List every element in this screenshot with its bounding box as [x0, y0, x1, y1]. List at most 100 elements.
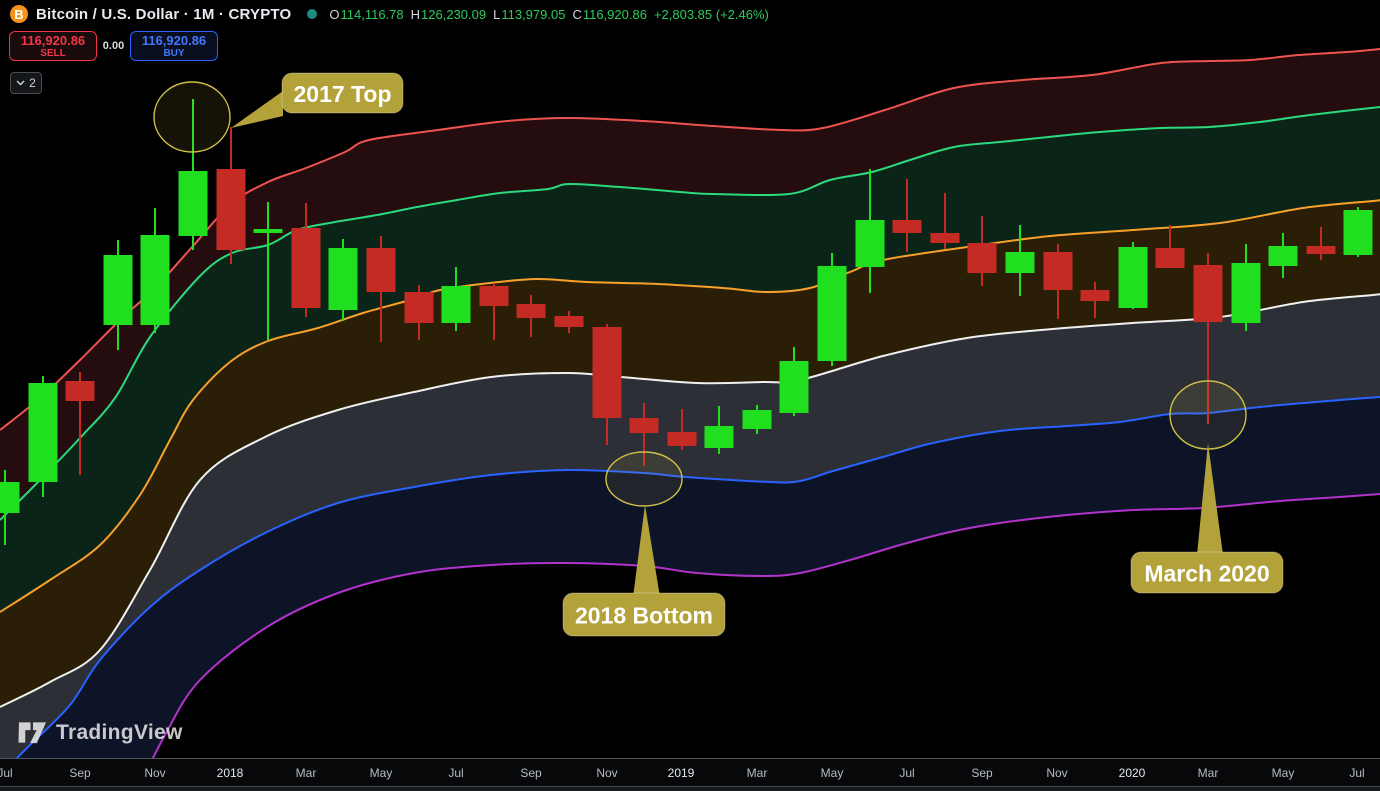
trade-panel: 116,920.86 SELL 0.00 116,920.86 BUY: [9, 31, 218, 61]
band-line-blue: [15, 396, 1380, 758]
candle-body-Aug-2019: [930, 233, 960, 243]
annotation-callout-tail: [633, 505, 660, 597]
candle-body-Oct-2019: [1005, 252, 1035, 273]
time-axis-label: 2018: [216, 766, 244, 780]
sell-label: SELL: [40, 47, 66, 59]
ohlc-values: O 114,116.78 H 126,230.09 L 113,979.05 C…: [329, 7, 769, 22]
candle-body-Jun-2020: [1306, 246, 1336, 254]
tradingview-logo-icon: [18, 722, 47, 744]
candle-body-Apr-2018: [328, 248, 358, 310]
fill-white-blue: [0, 294, 1380, 758]
buy-label: BUY: [163, 47, 185, 59]
candle-body-Jul-2017: [0, 482, 20, 513]
time-axis-label: Mar: [295, 766, 317, 780]
candle-body-Mar-2018: [291, 228, 321, 308]
low-label: L: [493, 6, 501, 22]
watermark-text: TradingView: [56, 721, 183, 744]
candle-body-Jul-2018: [441, 286, 471, 323]
spread-value: 0.00: [102, 40, 125, 52]
time-axis-label: Sep: [520, 766, 542, 780]
candle-body-Jul-2019: [892, 220, 922, 233]
candle-body-Aug-2017: [28, 383, 58, 482]
fill-red-green: [0, 49, 1380, 520]
candle-body-Nov-2018: [592, 327, 622, 418]
price-chart: 2017 Top 2018 Bottom March 2020: [0, 48, 1380, 758]
annotation-ellipse[interactable]: [605, 451, 683, 507]
candle-body-Jul-2020: [1343, 210, 1373, 255]
candle-body-May-2019: [817, 266, 847, 361]
candle-body-May-2018: [366, 248, 396, 292]
candle-body-Oct-2017: [103, 255, 133, 325]
time-axis-label: Jul: [899, 766, 915, 780]
candle-body-Sep-2017: [65, 381, 95, 401]
candle-body-Jun-2019: [855, 220, 885, 267]
market-status-icon: [307, 9, 318, 19]
candle-body-Sep-2019: [967, 243, 997, 273]
close-value: 116,920.86: [582, 6, 647, 22]
band-line-orange: [0, 199, 1380, 613]
time-axis-label: Mar: [1197, 766, 1219, 780]
fill-orange-white: [0, 200, 1380, 707]
candle-body-Mar-2020: [1193, 265, 1223, 322]
candle-body-Jun-2018: [404, 292, 434, 323]
candle-body-Mar-2019: [742, 410, 772, 429]
symbol-title[interactable]: Bitcoin / U.S. Dollar · 1M · CRYPTO: [36, 5, 292, 23]
time-axis-label: Mar: [746, 766, 768, 780]
close-label: C: [572, 6, 582, 22]
indicators-collapse-button[interactable]: 2: [10, 72, 42, 94]
time-axis-label: Nov: [144, 766, 166, 780]
band-line-green: [0, 106, 1380, 521]
time-axis-label: Nov: [1046, 766, 1068, 780]
band-line-red: [0, 48, 1380, 431]
annotation-ellipse[interactable]: [153, 81, 231, 153]
time-axis-label: Jul: [1349, 766, 1365, 780]
open-value: 114,116.78: [340, 6, 404, 22]
candle-body-Feb-2019: [704, 426, 734, 448]
annotation-ellipse[interactable]: [1169, 380, 1247, 450]
annotation-text: 2017 Top: [294, 81, 392, 107]
symbol-header: B Bitcoin / U.S. Dollar · 1M · CRYPTO O …: [10, 5, 769, 23]
time-axis-label: May: [820, 766, 844, 780]
candle-body-Apr-2019: [779, 361, 809, 413]
time-axis-label: Sep: [971, 766, 993, 780]
fill-green-orange: [0, 107, 1380, 612]
time-axis-label: Nov: [596, 766, 618, 780]
chevron-down-icon: [16, 80, 25, 86]
time-axis-label: 2019: [667, 766, 695, 780]
low-value: 113,979.05: [501, 6, 566, 22]
candle-body-May-2020: [1268, 246, 1298, 266]
sell-price: 116,920.86: [20, 32, 86, 48]
sell-button[interactable]: 116,920.86 SELL: [9, 31, 97, 61]
time-axis-label: May: [1271, 766, 1295, 780]
annotation-callout-box[interactable]: [562, 592, 726, 637]
annotation-callout-box[interactable]: [1130, 551, 1284, 594]
candle-body-Jan-2018: [216, 169, 246, 250]
collapse-count: 2: [29, 76, 36, 90]
time-axis-label: Jul: [0, 766, 13, 780]
bottom-pane-divider: [0, 786, 1380, 791]
candle-body-Apr-2020: [1231, 263, 1261, 323]
band-line-white: [0, 293, 1380, 708]
annotation-callout-tail: [1197, 443, 1223, 555]
candle-body-Feb-2018: [253, 229, 283, 233]
time-axis[interactable]: Jul Sep Nov 2018 Mar May Jul Sep Nov 2019 Mar May Ju…: [0, 758, 1380, 787]
annotation-text: 2018 Bottom: [575, 603, 713, 629]
candle-body-Jan-2019: [667, 432, 697, 446]
tradingview-watermark: TradingView: [18, 721, 183, 745]
buy-button[interactable]: 116,920.86 BUY: [130, 31, 218, 61]
candle-body-Sep-2018: [516, 304, 546, 318]
fill-blue-purple: [17, 397, 1380, 758]
candle-body-Jan-2020: [1118, 247, 1148, 308]
buy-price: 116,920.86: [141, 32, 207, 48]
candle-body-Dec-2017: [178, 171, 208, 236]
annotation-callout-tail: [231, 91, 283, 128]
high-value: 126,230.09: [421, 6, 487, 22]
candle-body-Dec-2018: [629, 418, 659, 433]
candle-body-Aug-2018: [479, 286, 509, 306]
candle-body-Feb-2020: [1155, 248, 1185, 268]
bitcoin-icon: B: [10, 5, 28, 23]
annotation-callout-box[interactable]: [281, 72, 404, 114]
candle-body-Dec-2019: [1080, 290, 1110, 301]
change-value: +2,803.85 (+2.46%): [653, 6, 769, 22]
